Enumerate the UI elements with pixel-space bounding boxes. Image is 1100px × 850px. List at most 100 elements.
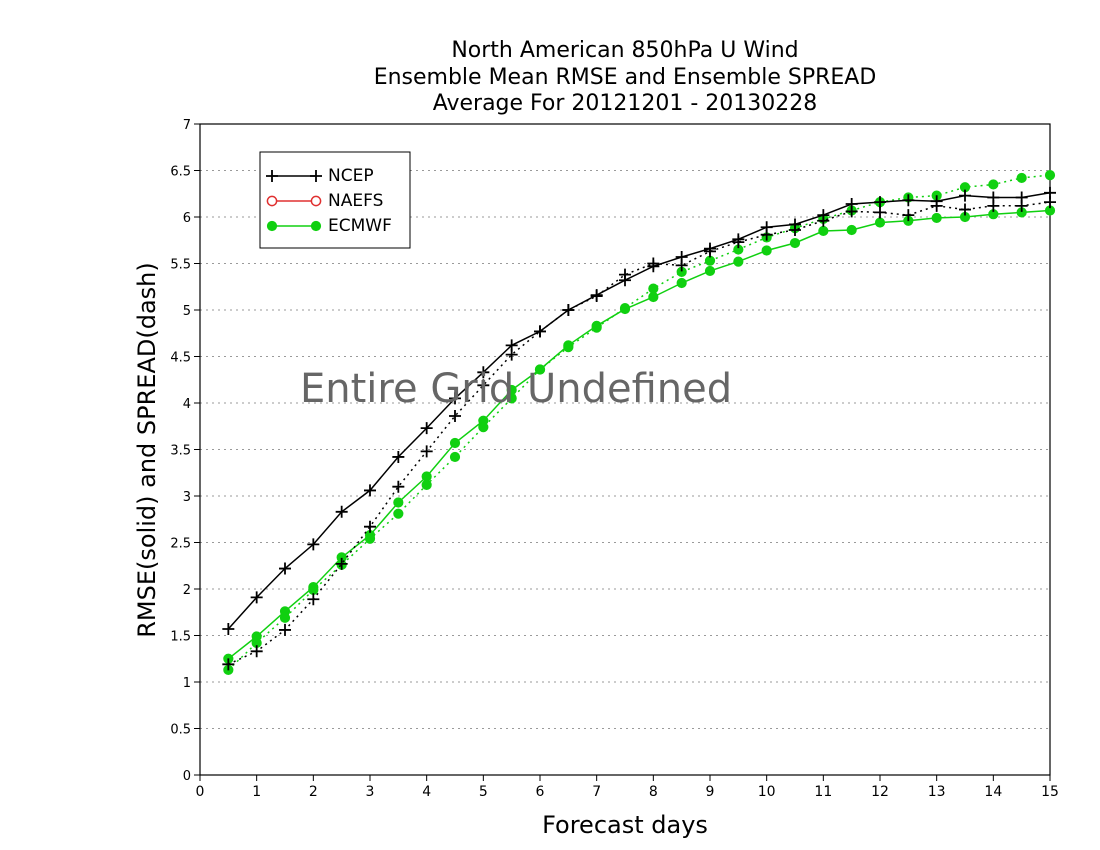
data-point-ecmwf-spread xyxy=(308,584,319,596)
legend-marker-ecmwf xyxy=(266,220,278,232)
data-point-ecmwf-rmse xyxy=(449,437,461,449)
x-tick-label: 9 xyxy=(706,784,715,800)
data-point-ncep-rmse xyxy=(874,196,886,209)
legend-marker-naefs xyxy=(310,195,322,207)
x-tick-label: 14 xyxy=(984,784,1002,800)
data-point-ncep-rmse xyxy=(335,505,348,518)
data-point-ncep-spread xyxy=(902,209,915,222)
x-tick-label: 10 xyxy=(758,784,776,800)
series-line-ecmwf-rmse xyxy=(227,209,1051,660)
y-tick-label: 5.5 xyxy=(170,258,191,273)
data-point-ecmwf-spread xyxy=(704,255,716,266)
chart-title-line-1: North American 850hPa U Wind xyxy=(451,38,799,63)
y-tick-label: 1.5 xyxy=(170,630,191,645)
legend-label-naefs: NAEFS xyxy=(328,191,383,211)
series-line-ecmwf-spread xyxy=(227,174,1051,671)
data-point-ncep-spread xyxy=(647,257,660,270)
y-tick-label: 3.5 xyxy=(170,444,191,459)
data-point-ecmwf-rmse xyxy=(789,237,801,249)
data-point-ncep-spread xyxy=(505,348,518,361)
data-point-ncep-spread xyxy=(845,205,858,218)
legend-box xyxy=(259,151,411,249)
x-tick-label: 4 xyxy=(422,784,431,800)
y-tick-label: 2 xyxy=(183,583,191,598)
y-tick-label: 0.5 xyxy=(170,723,191,738)
data-point-ecmwf-rmse xyxy=(761,245,772,256)
data-point-ncep-spread xyxy=(704,245,716,258)
series-ecmwf-rmse xyxy=(223,205,1056,664)
data-point-ecmwf-rmse xyxy=(704,265,716,277)
data-point-ecmwf-rmse xyxy=(421,471,432,482)
legend: NCEP NAEFS ECMWF xyxy=(259,151,411,249)
data-point-ncep-spread xyxy=(619,268,631,281)
axis-ticks: 00.511.522.533.544.555.566.570 1 2 3 4 5 6 7 8 9 1… xyxy=(170,118,1059,800)
data-point-ncep-spread xyxy=(959,203,971,216)
y-tick-label: 5 xyxy=(183,304,191,319)
series-layer xyxy=(222,170,1056,676)
data-point-ncep-spread xyxy=(789,224,801,237)
series-line-ncep-spread xyxy=(227,201,1051,665)
data-point-ncep-spread xyxy=(1015,199,1028,212)
grid-lines xyxy=(200,170,1050,729)
data-point-ncep-spread xyxy=(222,658,235,671)
data-point-ecmwf-rmse xyxy=(393,497,404,508)
data-point-ecmwf-spread xyxy=(449,451,461,463)
data-point-ncep-spread xyxy=(1044,196,1056,209)
legend-marker-naefs xyxy=(266,195,278,207)
data-point-ecmwf-spread xyxy=(393,508,404,519)
y-tick-label: 6.5 xyxy=(170,165,191,180)
y-tick-label: 6 xyxy=(183,211,191,226)
data-point-ncep-spread xyxy=(590,290,603,303)
chart-title-line-3: Average For 20121201 - 20130228 xyxy=(432,91,818,116)
data-point-ecmwf-spread xyxy=(506,393,517,404)
x-tick-label: 0 xyxy=(196,784,205,800)
y-tick-label: 1 xyxy=(183,676,191,691)
data-point-ecmwf-rmse xyxy=(676,277,687,289)
y-tick-label: 7 xyxy=(183,118,191,133)
data-point-ecmwf-spread xyxy=(988,179,999,190)
data-point-ecmwf-spread xyxy=(1044,170,1056,181)
data-point-ncep-rmse xyxy=(364,484,376,497)
x-axis-label: Forecast days xyxy=(542,811,708,839)
legend-label-ncep: NCEP xyxy=(328,166,374,186)
data-point-ecmwf-spread xyxy=(421,479,432,490)
chart-title-line-2: Ensemble Mean RMSE and Ensemble SPREAD xyxy=(373,65,877,90)
data-point-ncep-rmse xyxy=(250,591,263,604)
y-axis-label: RMSE(solid) and SPREAD(dash) xyxy=(133,262,161,638)
data-point-ncep-spread xyxy=(250,645,263,658)
data-point-ncep-rmse xyxy=(279,562,291,575)
data-point-ecmwf-rmse xyxy=(733,256,744,267)
y-tick-label: 4 xyxy=(183,397,191,412)
data-point-ncep-spread xyxy=(562,304,575,316)
data-point-ncep-spread xyxy=(874,206,886,219)
x-tick-label: 7 xyxy=(592,784,601,800)
x-tick-label: 11 xyxy=(814,784,832,800)
data-point-ecmwf-rmse xyxy=(931,212,942,224)
series-ecmwf-spread xyxy=(223,170,1056,676)
series-ncep-spread xyxy=(222,196,1056,671)
legend-marker-ncep xyxy=(310,170,322,182)
legend-marker-ncep xyxy=(266,170,278,182)
data-point-ncep-spread xyxy=(675,259,688,272)
data-point-ecmwf-spread xyxy=(364,533,376,544)
data-point-ncep-spread xyxy=(930,199,943,212)
y-tick-label: 3 xyxy=(183,490,191,505)
data-point-ecmwf-spread xyxy=(619,303,631,314)
x-tick-label: 8 xyxy=(649,784,658,800)
data-point-ncep-rmse xyxy=(420,422,433,435)
data-point-ecmwf-rmse xyxy=(846,224,857,236)
legend-marker-ecmwf xyxy=(310,220,322,232)
data-point-ncep-rmse xyxy=(959,189,971,202)
data-point-ecmwf-spread xyxy=(1016,172,1027,184)
legend-marks xyxy=(266,170,322,232)
data-point-ncep-spread xyxy=(449,410,461,423)
data-point-ncep-rmse xyxy=(449,392,461,405)
data-point-ncep-rmse xyxy=(902,194,915,207)
data-point-ecmwf-spread xyxy=(534,364,546,375)
x-tick-label: 3 xyxy=(366,784,375,800)
y-tick-label: 0 xyxy=(183,769,191,784)
data-point-ncep-spread xyxy=(364,520,376,533)
x-tick-label: 6 xyxy=(536,784,545,800)
data-point-ncep-spread xyxy=(732,236,745,249)
